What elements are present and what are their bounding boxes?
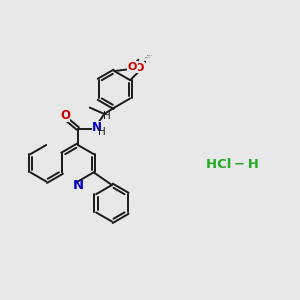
Text: O: O [135, 62, 144, 73]
Text: methoxy: methoxy [144, 57, 151, 58]
Text: HCl − H: HCl − H [206, 158, 259, 171]
Text: methoxy: methoxy [146, 55, 153, 56]
Text: H: H [103, 111, 111, 121]
Text: O: O [128, 62, 137, 72]
Text: O: O [60, 110, 70, 122]
Text: N: N [92, 121, 102, 134]
Text: H: H [98, 127, 106, 136]
Text: N: N [72, 178, 83, 191]
